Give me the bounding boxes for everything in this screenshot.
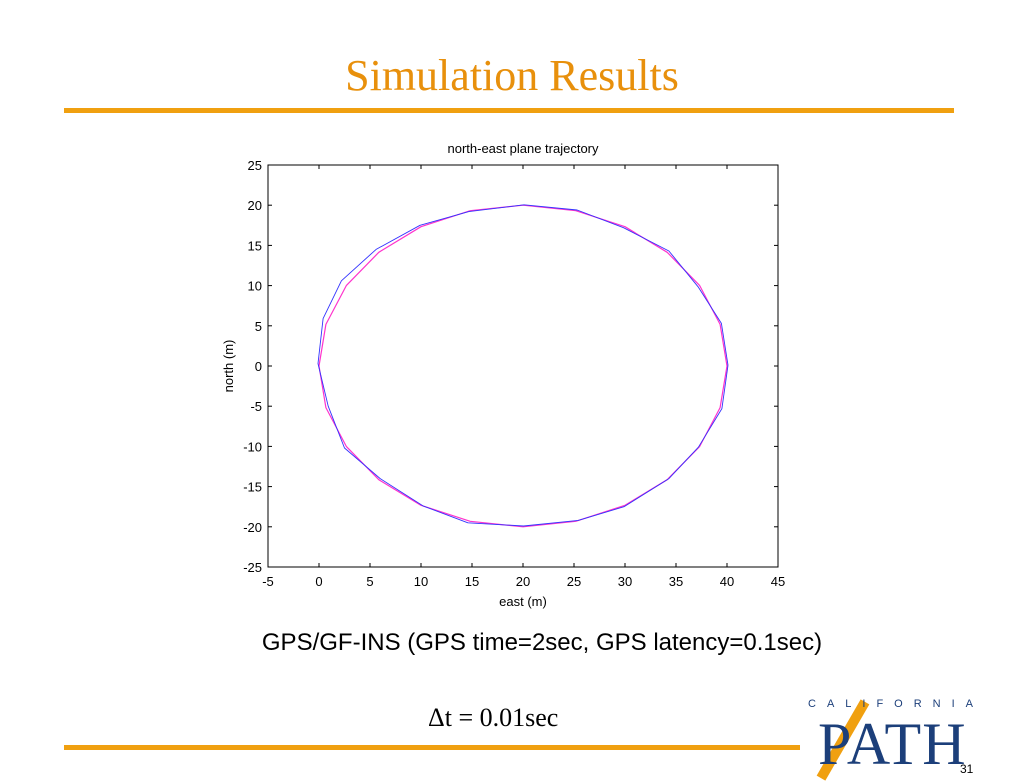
y-tick-label: 0 (255, 359, 262, 374)
series-line-estimate (317, 204, 729, 527)
trajectory-chart: north-east plane trajectory -5 0 5 10 15 20 25… (221, 141, 785, 609)
x-tick-label: 10 (414, 574, 428, 589)
slide-title: Simulation Results (345, 51, 679, 100)
series-layer (317, 204, 729, 528)
x-tick-label: 15 (465, 574, 479, 589)
x-tick-label: 0 (315, 574, 322, 589)
y-tick-label: -25 (243, 560, 262, 575)
figure-caption: GPS/GF-INS (GPS time=2sec, GPS latency=0… (261, 629, 823, 656)
footer-divider (64, 745, 800, 750)
x-tick-label: 45 (771, 574, 785, 589)
y-tick-label: 20 (248, 198, 262, 213)
x-tick-label: 40 (720, 574, 734, 589)
delta-t-value: = 0.01sec (458, 703, 559, 732)
slide-number: 31 (960, 762, 974, 776)
x-tick-label: 20 (516, 574, 530, 589)
y-tick-label: 5 (255, 319, 262, 334)
y-tick-label: -15 (243, 480, 262, 495)
y-tick-label: 15 (248, 238, 262, 253)
logo-path-text: PATH (818, 711, 967, 777)
x-tick-label: 25 (567, 574, 581, 589)
y-axis-label: north (m) (221, 340, 236, 393)
california-path-logo: CALIFORNIA PATH (808, 694, 985, 781)
x-tick-label: 30 (618, 574, 632, 589)
x-axis-label: east (m) (499, 594, 547, 609)
logo-california-text: CALIFORNIA (808, 698, 985, 710)
y-tick-label: -20 (243, 520, 262, 535)
x-tick-label: -5 (262, 574, 274, 589)
chart-title: north-east plane trajectory (447, 141, 599, 156)
y-tick-label: -5 (250, 399, 262, 414)
y-axis-ticks: 25 20 15 10 5 0 -5 -10 -15 -20 -25 (243, 158, 778, 575)
x-tick-label: 5 (366, 574, 373, 589)
plot-area (267, 164, 779, 568)
delta-t-symbol: Δt (428, 703, 452, 732)
time-step-formula: Δt = 0.01sec (428, 703, 558, 733)
y-tick-label: -10 (243, 439, 262, 454)
y-tick-label: 25 (248, 158, 262, 173)
title-divider (64, 108, 954, 113)
x-tick-label: 35 (669, 574, 683, 589)
y-tick-label: 10 (248, 279, 262, 294)
x-axis-ticks: -5 0 5 10 15 20 25 30 35 40 45 (262, 165, 785, 589)
